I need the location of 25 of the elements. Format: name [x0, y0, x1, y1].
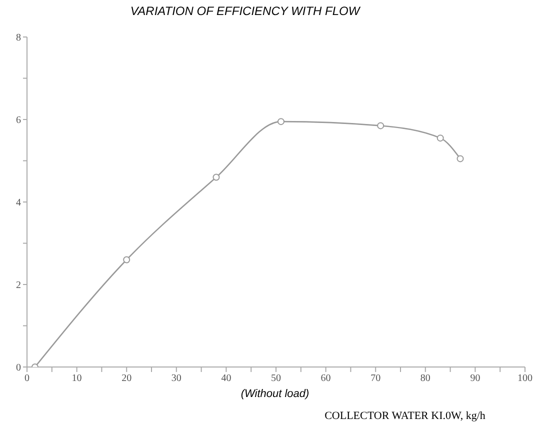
x-axis-title: COLLECTOR WATER KI.0W, kg/h [324, 410, 486, 422]
point [123, 256, 130, 264]
y-tick-label: 4 [16, 198, 21, 209]
chart-title: VARIATION OF EFFICIENCY WITH FLOW [129, 4, 362, 18]
text: (Without load) [240, 388, 310, 400]
x-tick-label: 80 [420, 373, 430, 384]
point [436, 134, 444, 142]
x-tick-label: 10 [72, 373, 82, 384]
y-tick-label: 6 [16, 115, 21, 126]
x-tick-label: 100 [518, 373, 532, 384]
x-tick-label: 50 [271, 373, 281, 384]
y-tick-label: 8 [16, 32, 21, 44]
y-tick-label: 0 [16, 362, 21, 374]
x-tick-label: 20 [122, 373, 132, 384]
point [212, 174, 220, 181]
x-tick-label: 70 [370, 373, 381, 384]
point [377, 122, 384, 130]
x-tick-label: 60 [320, 373, 331, 384]
point [277, 118, 284, 126]
x-tick-label: 40 [221, 373, 232, 384]
point [456, 155, 464, 162]
y-tick-label: 2 [16, 280, 21, 292]
x-tick-label: 90 [470, 373, 480, 384]
x-tick-label: 30 [171, 373, 182, 384]
x-tick-label: 0 [24, 373, 30, 384]
